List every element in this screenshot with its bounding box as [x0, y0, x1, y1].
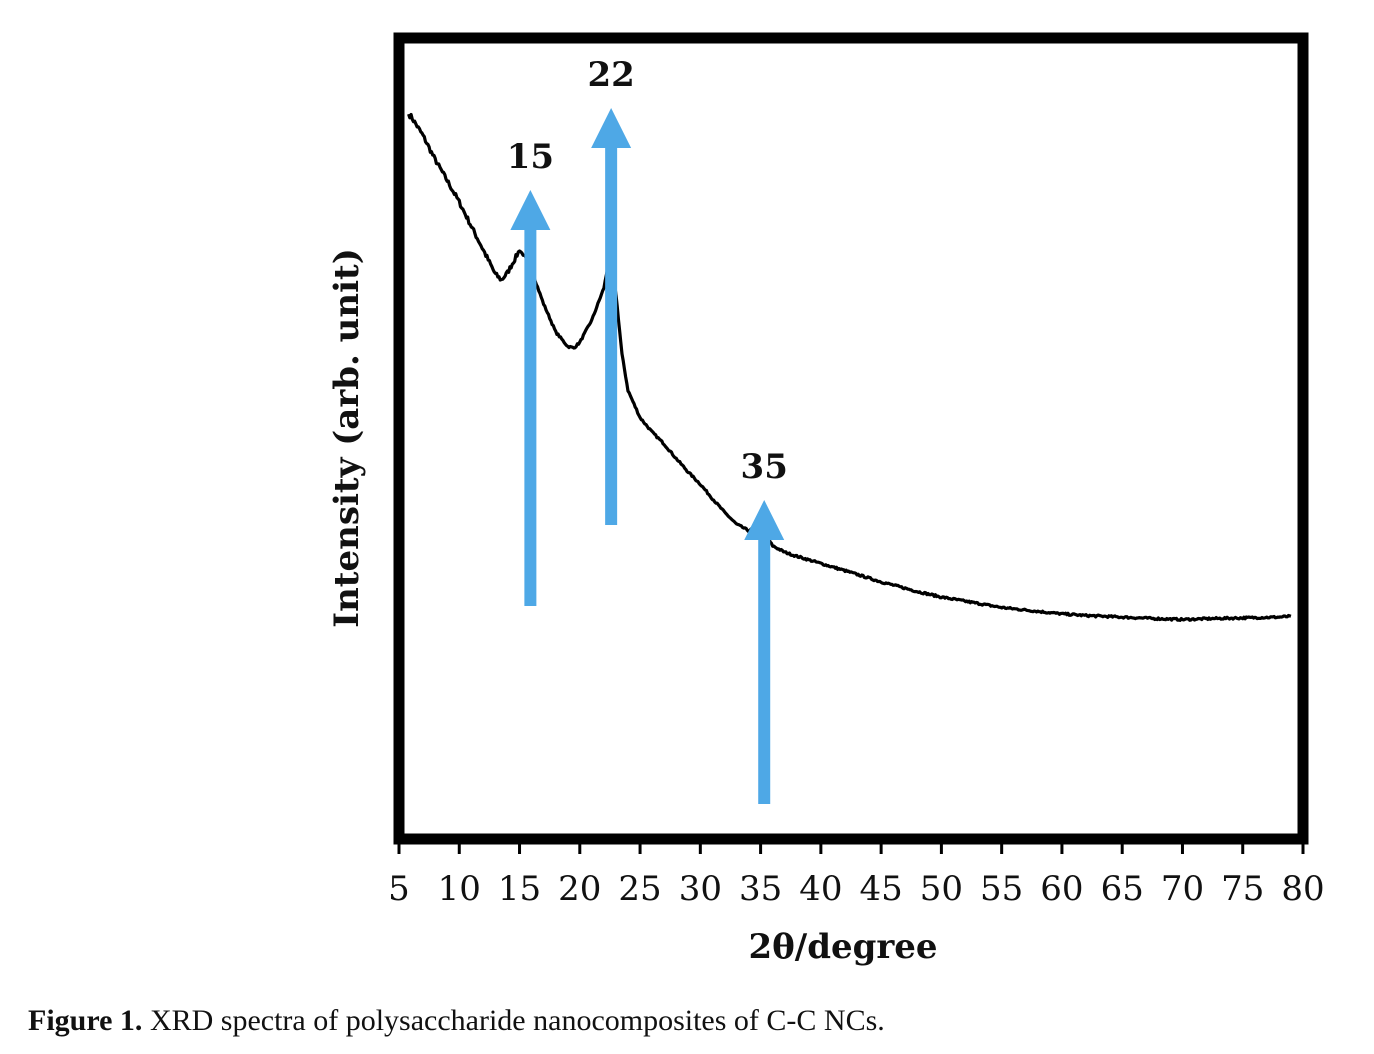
- peak-annotations: 15 22 35: [507, 55, 788, 804]
- figure-caption: Figure 1. XRD spectra of polysaccharide …: [28, 1004, 885, 1038]
- x-axis-title: 2θ/degree: [748, 927, 937, 967]
- x-tick-label: 30: [679, 869, 722, 909]
- x-tick-label: 65: [1101, 869, 1144, 909]
- x-tick-label: 20: [558, 869, 601, 909]
- x-tick-label: 35: [739, 869, 782, 909]
- x-tick-label: 15: [498, 869, 541, 909]
- x-axis-ticks: 5 10 15 20 25 30 35 40 45 50 55 60 65 70 75 80: [388, 844, 1325, 909]
- plot-data-layer: [407, 112, 1292, 623]
- x-tick-label: 55: [980, 869, 1023, 909]
- x-tick-label: 10: [438, 869, 481, 909]
- peak-arrow-head: [510, 190, 551, 230]
- x-tick-label: 40: [799, 869, 842, 909]
- caption-label: Figure 1.: [28, 1004, 143, 1037]
- x-tick-label: 45: [860, 869, 903, 909]
- caption-text: XRD spectra of polysaccharide nanocompos…: [142, 1004, 885, 1037]
- peak-arrow-head: [744, 500, 785, 540]
- peak-label: 22: [587, 55, 634, 95]
- peak-arrow-head: [591, 108, 632, 148]
- plot-frame: [393, 32, 1309, 845]
- xrd-series-line: [407, 112, 1292, 623]
- x-tick-label: 80: [1281, 869, 1324, 909]
- x-tick-label: 60: [1040, 869, 1083, 909]
- peak-label: 15: [507, 137, 554, 177]
- y-axis-title: Intensity (arb. unit): [327, 248, 367, 628]
- x-tick-label: 75: [1221, 869, 1264, 909]
- peak-label: 35: [741, 447, 788, 487]
- x-tick-label: 50: [920, 869, 963, 909]
- x-tick-label: 25: [618, 869, 661, 909]
- x-tick-label: 5: [388, 869, 410, 909]
- x-tick-label: 70: [1161, 869, 1204, 909]
